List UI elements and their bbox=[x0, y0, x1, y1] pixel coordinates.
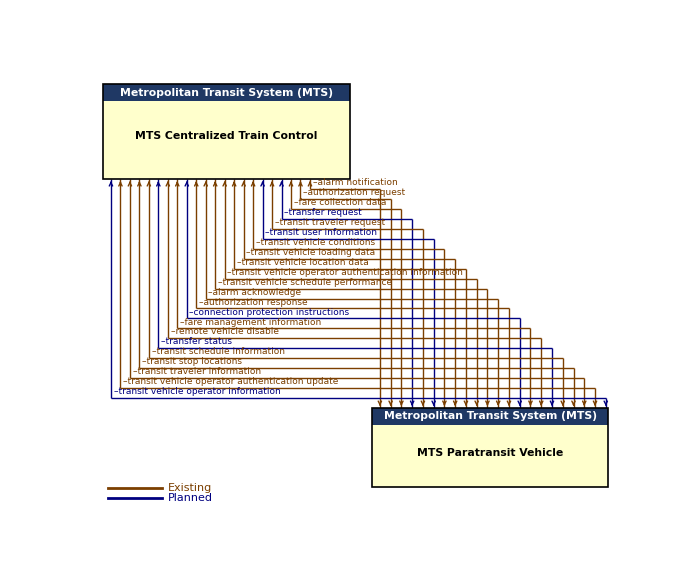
Bar bbox=[372, 408, 609, 487]
Text: –alarm notification: –alarm notification bbox=[312, 178, 398, 188]
Text: Existing: Existing bbox=[167, 483, 212, 493]
Text: –transfer request: –transfer request bbox=[285, 208, 362, 217]
Text: Metropolitan Transit System (MTS): Metropolitan Transit System (MTS) bbox=[384, 412, 597, 422]
Bar bbox=[103, 101, 350, 179]
Text: –connection protection instructions: –connection protection instructions bbox=[189, 308, 350, 316]
Text: –alarm acknowledge: –alarm acknowledge bbox=[208, 288, 301, 297]
Bar bbox=[103, 84, 350, 179]
Text: Planned: Planned bbox=[167, 493, 212, 503]
Text: –transfer status: –transfer status bbox=[161, 338, 232, 346]
Text: –transit vehicle conditions: –transit vehicle conditions bbox=[256, 238, 375, 247]
Text: –transit vehicle loading data: –transit vehicle loading data bbox=[246, 248, 375, 257]
Text: –transit traveler request: –transit traveler request bbox=[275, 218, 385, 227]
Text: –transit stop locations: –transit stop locations bbox=[142, 358, 242, 366]
Text: –transit vehicle operator authentication update: –transit vehicle operator authentication… bbox=[123, 377, 339, 386]
Text: MTS Centralized Train Control: MTS Centralized Train Control bbox=[135, 131, 318, 141]
Text: –transit user information: –transit user information bbox=[265, 228, 378, 237]
Text: –fare collection data: –fare collection data bbox=[294, 198, 386, 207]
Text: –remote vehicle disable: –remote vehicle disable bbox=[171, 328, 278, 336]
Bar bbox=[372, 408, 609, 425]
Text: –fare management information: –fare management information bbox=[180, 318, 321, 326]
Text: –authorization request: –authorization request bbox=[303, 188, 405, 198]
Text: –transit vehicle location data: –transit vehicle location data bbox=[237, 258, 369, 267]
Text: Metropolitan Transit System (MTS): Metropolitan Transit System (MTS) bbox=[120, 88, 333, 98]
Bar bbox=[372, 425, 609, 487]
Text: –transit vehicle operator information: –transit vehicle operator information bbox=[114, 387, 280, 396]
Text: –transit vehicle schedule performance: –transit vehicle schedule performance bbox=[218, 278, 392, 287]
Text: MTS Paratransit Vehicle: MTS Paratransit Vehicle bbox=[417, 448, 564, 458]
Bar bbox=[103, 84, 350, 101]
Text: –authorization response: –authorization response bbox=[199, 298, 307, 307]
Text: –transit schedule information: –transit schedule information bbox=[151, 348, 285, 356]
Text: –transit traveler information: –transit traveler information bbox=[133, 368, 261, 376]
Text: –transit vehicle operator authentication information: –transit vehicle operator authentication… bbox=[228, 268, 463, 277]
